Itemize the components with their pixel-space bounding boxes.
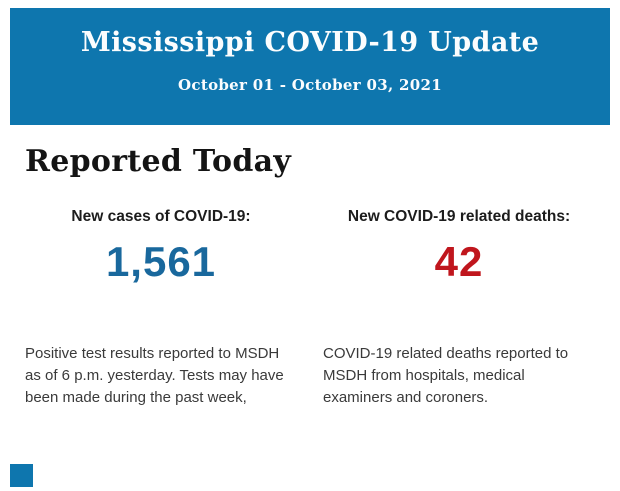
brand-square xyxy=(10,464,33,487)
stat-new-deaths: New COVID-19 related deaths: 42 COVID-19… xyxy=(323,208,595,409)
covid-update-infographic: Mississippi COVID-19 Update October 01 -… xyxy=(0,8,620,487)
new-deaths-value: 42 xyxy=(434,238,484,285)
section-heading: Reported Today xyxy=(25,144,292,179)
new-deaths-label: New COVID-19 related deaths: xyxy=(347,208,571,225)
page-title: Mississippi COVID-19 Update xyxy=(80,27,540,58)
new-cases-value: 1,561 xyxy=(105,238,217,285)
new-cases-label: New cases of COVID-19: xyxy=(71,208,251,225)
stats-grid: New cases of COVID-19: 1,561 Positive te… xyxy=(0,208,620,409)
new-deaths-description: COVID-19 related deaths reported to MSDH… xyxy=(323,345,569,406)
date-range: October 01 - October 03, 2021 xyxy=(178,76,442,94)
header-banner: Mississippi COVID-19 Update October 01 -… xyxy=(10,8,610,125)
stat-new-cases: New cases of COVID-19: 1,561 Positive te… xyxy=(25,208,297,409)
new-cases-description: Positive test results reported to MSDH a… xyxy=(25,345,284,406)
